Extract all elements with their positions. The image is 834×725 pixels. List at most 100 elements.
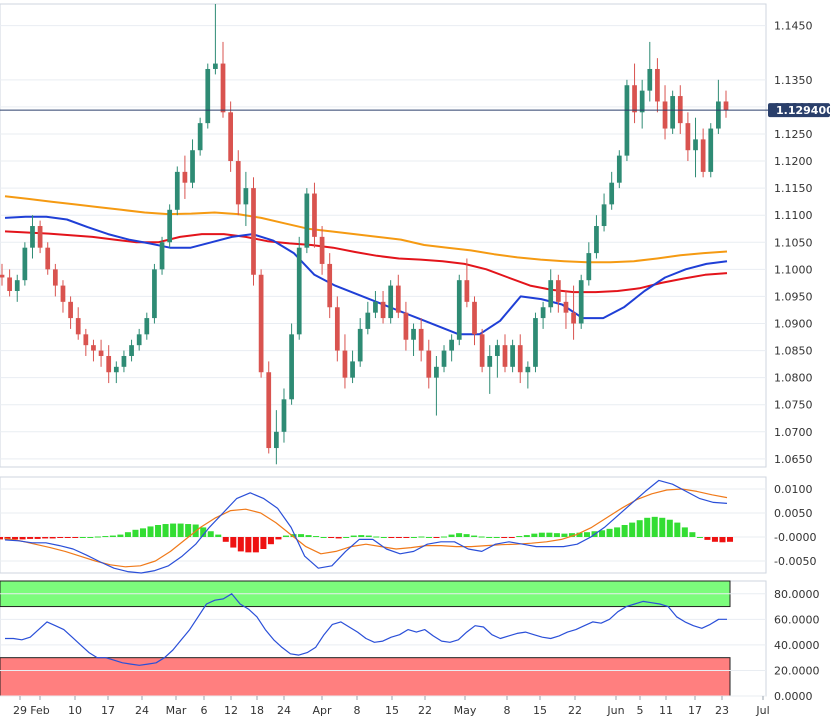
price-tick-label: 1.1450 [774,20,813,33]
x-tick-label: Apr [312,704,332,717]
macd-histogram-bar [471,535,478,537]
price-tick-label: 1.0650 [774,453,813,466]
x-tick-label: May [454,704,477,717]
candle [197,117,203,156]
candle-body [540,307,546,319]
candle [30,215,35,259]
macd-tick-label: 0.0100 [774,483,813,496]
x-tick-label: Mar [166,704,187,717]
candle [540,301,546,329]
macd-histogram-bar [12,537,19,540]
macd-main-line [4,479,728,574]
rsi-value-line [5,593,727,666]
candle [495,339,500,378]
macd-histogram-bar [139,528,146,537]
rsi-tick-label: 80.0000 [774,588,820,601]
price-tick-label: 1.1050 [774,236,813,249]
macd-histogram-bar [335,537,342,539]
macd-histogram-bar [501,537,508,538]
macd-histogram-bar [320,537,327,538]
macd-axis-labels: 0.0100 0.0050 -0.0000 -0.0050 [774,483,816,568]
macd-histogram-bar [621,525,628,537]
candle-body [434,366,439,378]
candle-body [243,188,249,205]
candle [464,258,470,308]
price-tick-label: 1.1200 [774,155,813,168]
current-price-marker [768,103,830,118]
candle-body [670,96,676,129]
candle [571,285,576,340]
macd-histogram-bar [298,534,305,537]
candle [479,328,485,373]
candle [365,301,371,335]
candle-body [578,280,584,324]
x-tick-label: Jul [755,704,769,717]
x-tick-label: Jun [606,704,624,717]
candle [7,269,12,297]
price-tick-label: 1.0750 [774,399,813,412]
candle-body [685,123,691,151]
candle-body [304,193,310,248]
macd-histogram-bar [478,536,485,538]
rsi-oversold-band [0,657,731,697]
candle [129,339,134,362]
candle-body [91,345,96,351]
candle-body [357,328,363,362]
x-tick-label: 29 [13,704,27,717]
price-axis-labels: 1.14501.13501.13001.12501.12001.11501.11… [774,20,813,466]
macd-histogram-bar [245,537,252,553]
candle-body [380,301,386,319]
macd-histogram-bar [252,537,259,553]
candle-body [456,280,462,340]
macd-tick-label: 0.0050 [774,507,813,520]
candle-body [60,285,66,302]
macd-histogram-bar [275,537,282,540]
candle [449,334,455,362]
macd-histogram-bar [79,537,86,538]
candle [327,253,333,319]
candle-body [327,263,333,308]
candle-body [594,226,599,254]
macd-histogram-bar [403,537,410,538]
candle-body [525,366,531,373]
candle-body [152,269,157,319]
macd-histogram-bar [42,537,49,539]
candle [624,79,630,162]
rsi-tick-label: 0.0000 [774,690,813,703]
macd-histogram-bar [425,537,432,538]
candle [22,242,28,286]
candle [159,236,165,275]
candle [60,280,66,313]
candle [98,339,104,367]
macd-histogram-bar [380,537,387,538]
macd-histogram-bar [27,537,34,539]
candle [281,388,287,443]
candle [113,361,119,384]
candle [616,150,622,189]
macd-histogram-bar [170,523,177,537]
candle-body [205,68,211,124]
macd-histogram-bar [222,537,229,542]
candle-body [403,312,409,340]
candle [662,85,668,140]
candle [52,263,58,297]
candle-body [395,285,401,313]
candle [487,345,493,394]
candle-body [632,85,637,113]
macd-histogram-bar [523,535,530,537]
macd-histogram-bar [644,517,651,537]
macd-histogram-bar [260,537,267,549]
candle-body [45,247,51,270]
candle-body [258,274,264,373]
macd-histogram-bar [456,533,463,537]
candle [655,58,660,113]
macd-histogram-bar [132,529,139,537]
x-tick-label: 11 [659,704,673,717]
candle [525,361,531,389]
candle-body [716,101,721,129]
macd-histogram-bar [237,537,244,552]
candle [304,188,310,254]
macd-histogram-bar [109,535,116,537]
candle-body [106,355,112,373]
